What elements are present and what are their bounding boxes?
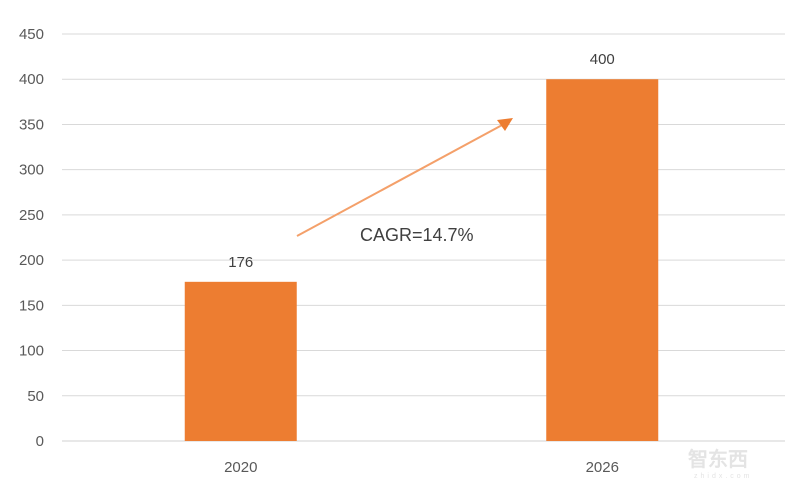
data-label: 400: [590, 51, 615, 68]
y-tick-label: 200: [19, 252, 44, 269]
gridlines: [62, 33, 785, 442]
y-axis-ticks: 0 50 100 150 200 250 300 350 400 450: [19, 26, 44, 450]
bar-2020: [184, 281, 297, 441]
y-tick-label: 350: [19, 116, 44, 133]
x-axis-ticks: 2020 2026: [224, 459, 619, 476]
y-tick-label: 300: [19, 162, 44, 179]
y-tick-label: 150: [19, 297, 44, 314]
bars: 176 400: [184, 51, 659, 441]
y-tick-label: 400: [19, 71, 44, 88]
arrow-head-icon: [497, 118, 513, 131]
y-tick-label: 250: [19, 207, 44, 224]
y-tick-label: 450: [19, 26, 44, 43]
svg-text:智东西: 智东西: [688, 447, 748, 471]
y-tick-label: 50: [27, 388, 44, 405]
cagr-label: CAGR=14.7%: [360, 225, 474, 245]
x-tick-label: 2020: [224, 459, 257, 476]
x-tick-label: 2026: [586, 459, 619, 476]
watermark: 智东西 zhidx.com: [688, 447, 753, 480]
svg-text:zhidx.com: zhidx.com: [694, 473, 753, 480]
y-tick-label: 100: [19, 343, 44, 360]
data-label: 176: [228, 254, 253, 271]
y-tick-label: 0: [36, 433, 44, 450]
cagr-annotation: CAGR=14.7%: [296, 118, 513, 245]
cagr-arrow: [296, 123, 505, 237]
bar-2026: [546, 79, 659, 441]
